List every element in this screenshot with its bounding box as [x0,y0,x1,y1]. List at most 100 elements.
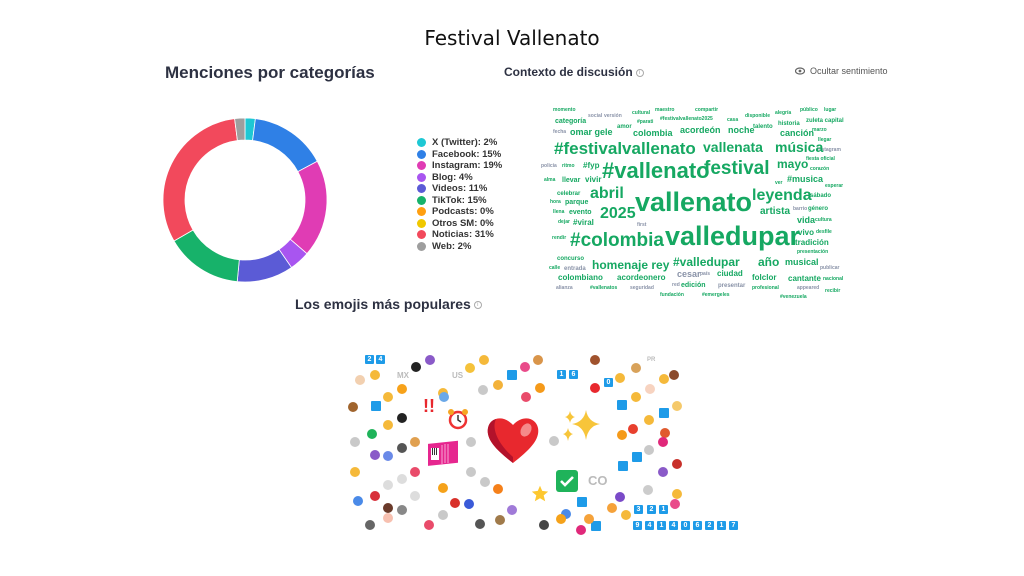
word-cloud-word[interactable]: social [588,113,603,119]
word-cloud-word[interactable]: compartir [695,107,719,113]
word-cloud-word[interactable]: rendir [552,235,567,241]
word-cloud-word[interactable]: historia [778,121,800,127]
word-cloud-word[interactable]: alegría [775,110,792,116]
word-cloud-word[interactable]: ciudad [717,269,743,278]
word-cloud-word[interactable]: #viral [573,218,594,227]
legend-item[interactable]: TikTok: 15% [417,195,502,207]
word-cloud-word[interactable]: seguridad [630,285,654,291]
legend-item[interactable]: Otros SM: 0% [417,218,502,230]
word-cloud-word[interactable]: esperar [825,183,844,189]
word-cloud-word[interactable]: tradición [795,238,829,247]
word-cloud-word[interactable]: policía [541,163,557,169]
word-cloud-word[interactable]: sábado [810,193,832,199]
word-cloud-word[interactable]: concurso [557,256,585,262]
word-cloud-word[interactable]: cantante [788,274,821,283]
word-cloud-word[interactable]: maestro [655,107,675,113]
word-cloud-word[interactable]: vida [797,215,816,225]
word-cloud-word[interactable]: zuleta capital [806,118,844,124]
word-cloud-word[interactable]: mayo [777,157,809,171]
word-cloud-word[interactable]: recibir [825,288,841,294]
word-cloud-word[interactable]: calle [549,265,561,271]
word-cloud-word[interactable]: #festivalvallenato2025 [660,116,713,122]
word-cloud-word[interactable]: 2025 [600,205,636,222]
word-cloud-word[interactable]: corazón [810,166,830,172]
word-cloud-word[interactable]: año [758,255,780,269]
word-cloud-word[interactable]: evento [569,209,592,216]
word-cloud-word[interactable]: profesional [752,285,779,291]
word-cloud-word[interactable]: nacional [823,276,844,282]
word-cloud-word[interactable]: llegar [818,137,832,143]
legend-item[interactable]: Blog: 4% [417,172,502,184]
word-cloud-word[interactable]: artista [760,206,791,217]
word-cloud-word[interactable]: hora [550,199,561,205]
word-cloud-word[interactable]: momento [553,107,576,113]
word-cloud-word[interactable]: #musica [787,174,824,184]
word-cloud-word[interactable]: #parati [637,119,654,125]
word-cloud-word[interactable]: presentación [797,249,829,255]
word-cloud-word[interactable]: ver [775,180,783,186]
word-cloud-word[interactable]: dejar [558,219,570,225]
word-cloud-word[interactable]: cultural [632,110,651,116]
word-cloud-word[interactable]: llevar [562,177,581,184]
word-cloud-word[interactable]: #valledupar [673,255,740,269]
word-cloud-word[interactable]: desfile [816,229,832,235]
word-cloud-word[interactable]: fundación [660,292,684,298]
word-cloud-word[interactable]: fecha [553,129,567,135]
word-cloud-word[interactable]: #fyp [583,161,600,170]
word-cloud-word[interactable]: cesar [677,269,701,279]
word-cloud-word[interactable]: versión [604,113,622,119]
word-cloud-word[interactable]: canción [780,128,815,138]
word-cloud-word[interactable]: alianza [556,285,573,291]
legend-item[interactable]: Instagram: 19% [417,160,502,172]
word-cloud-word[interactable]: publicar [820,265,840,271]
donut-slice-web[interactable] [234,117,246,141]
word-cloud-word[interactable]: valledupar [665,221,801,251]
word-cloud-word[interactable]: #festivalvallenato [554,139,696,158]
word-cloud-word[interactable]: país [700,271,711,277]
word-cloud-word[interactable]: vallenato [635,187,753,217]
word-cloud-word[interactable]: cultura [815,217,832,223]
word-cloud-word[interactable]: ritmo [562,163,575,169]
word-cloud-word[interactable]: categoría [555,118,587,125]
word-cloud-word[interactable]: colombia [633,128,673,138]
legend-item[interactable]: X (Twitter): 2% [417,137,502,149]
word-cloud-word[interactable]: omar gele [570,127,613,137]
word-cloud-word[interactable]: celebrar [557,191,581,197]
legend-item[interactable]: Noticias: 31% [417,229,502,241]
word-cloud-word[interactable]: abril [590,185,624,202]
word-cloud-word[interactable]: #emergeles [702,292,730,298]
word-cloud-word[interactable]: alma [544,177,556,183]
word-cloud-word[interactable]: #vallenatos [590,285,618,291]
legend-item[interactable]: Podcasts: 0% [417,206,502,218]
word-cloud-word[interactable]: público [800,107,818,113]
hide-sentiment-toggle[interactable]: Ocultar sentimiento [795,66,888,76]
word-cloud-word[interactable]: homenaje rey [592,258,670,272]
word-cloud-word[interactable]: talento [753,124,773,130]
word-cloud-word[interactable]: género [808,206,829,212]
word-cloud-word[interactable]: #venezuela [780,294,807,300]
word-cloud-word[interactable]: festival [704,158,770,179]
word-cloud-word[interactable]: vivo [798,228,815,237]
legend-item[interactable]: Web: 2% [417,241,502,253]
word-cloud-word[interactable]: amor [617,124,632,130]
word-cloud-word[interactable]: casa [727,117,739,123]
word-cloud-word[interactable]: instagram [817,147,841,153]
word-cloud-word[interactable]: lugar [824,107,837,113]
word-cloud-word[interactable]: entrada [564,266,586,272]
legend-item[interactable]: Videos: 11% [417,183,502,195]
word-cloud-word[interactable]: #colombia [570,230,664,251]
word-cloud-word[interactable]: música [775,139,824,155]
word-cloud-word[interactable]: acordeonero [617,273,666,282]
word-cloud-word[interactable]: marzo [812,127,827,133]
word-cloud-word[interactable]: vivir [585,175,602,184]
word-cloud-word[interactable]: acordeón [680,125,721,135]
word-cloud-word[interactable]: disponible [745,113,770,119]
word-cloud-word[interactable]: barrio [793,206,808,212]
word-cloud-word[interactable]: noche [728,125,755,135]
word-cloud-word[interactable]: vallenata [703,139,763,155]
word-cloud-word[interactable]: appeared [797,285,820,291]
word-cloud-word[interactable]: presentar [718,283,746,289]
word-cloud-word[interactable]: musical [785,257,819,267]
word-cloud-word[interactable]: #vallenato [602,158,710,183]
word-cloud-word[interactable]: colombiano [558,273,603,282]
